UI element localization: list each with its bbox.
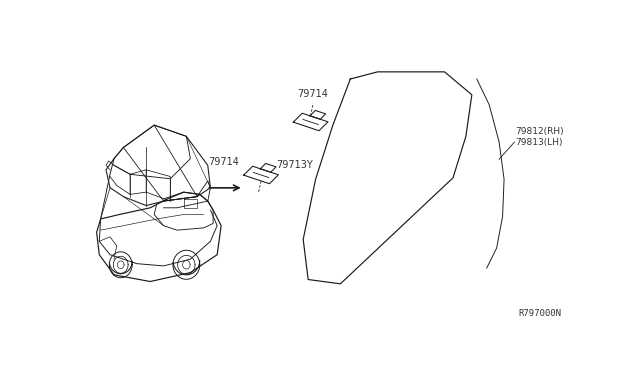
- Text: R797000N: R797000N: [518, 309, 561, 318]
- Text: 79713Y: 79713Y: [276, 160, 313, 170]
- Text: 79714: 79714: [208, 157, 239, 167]
- Text: 79812(RH): 79812(RH): [515, 127, 564, 136]
- Text: 79714: 79714: [297, 89, 328, 99]
- Text: 79813(LH): 79813(LH): [515, 138, 563, 147]
